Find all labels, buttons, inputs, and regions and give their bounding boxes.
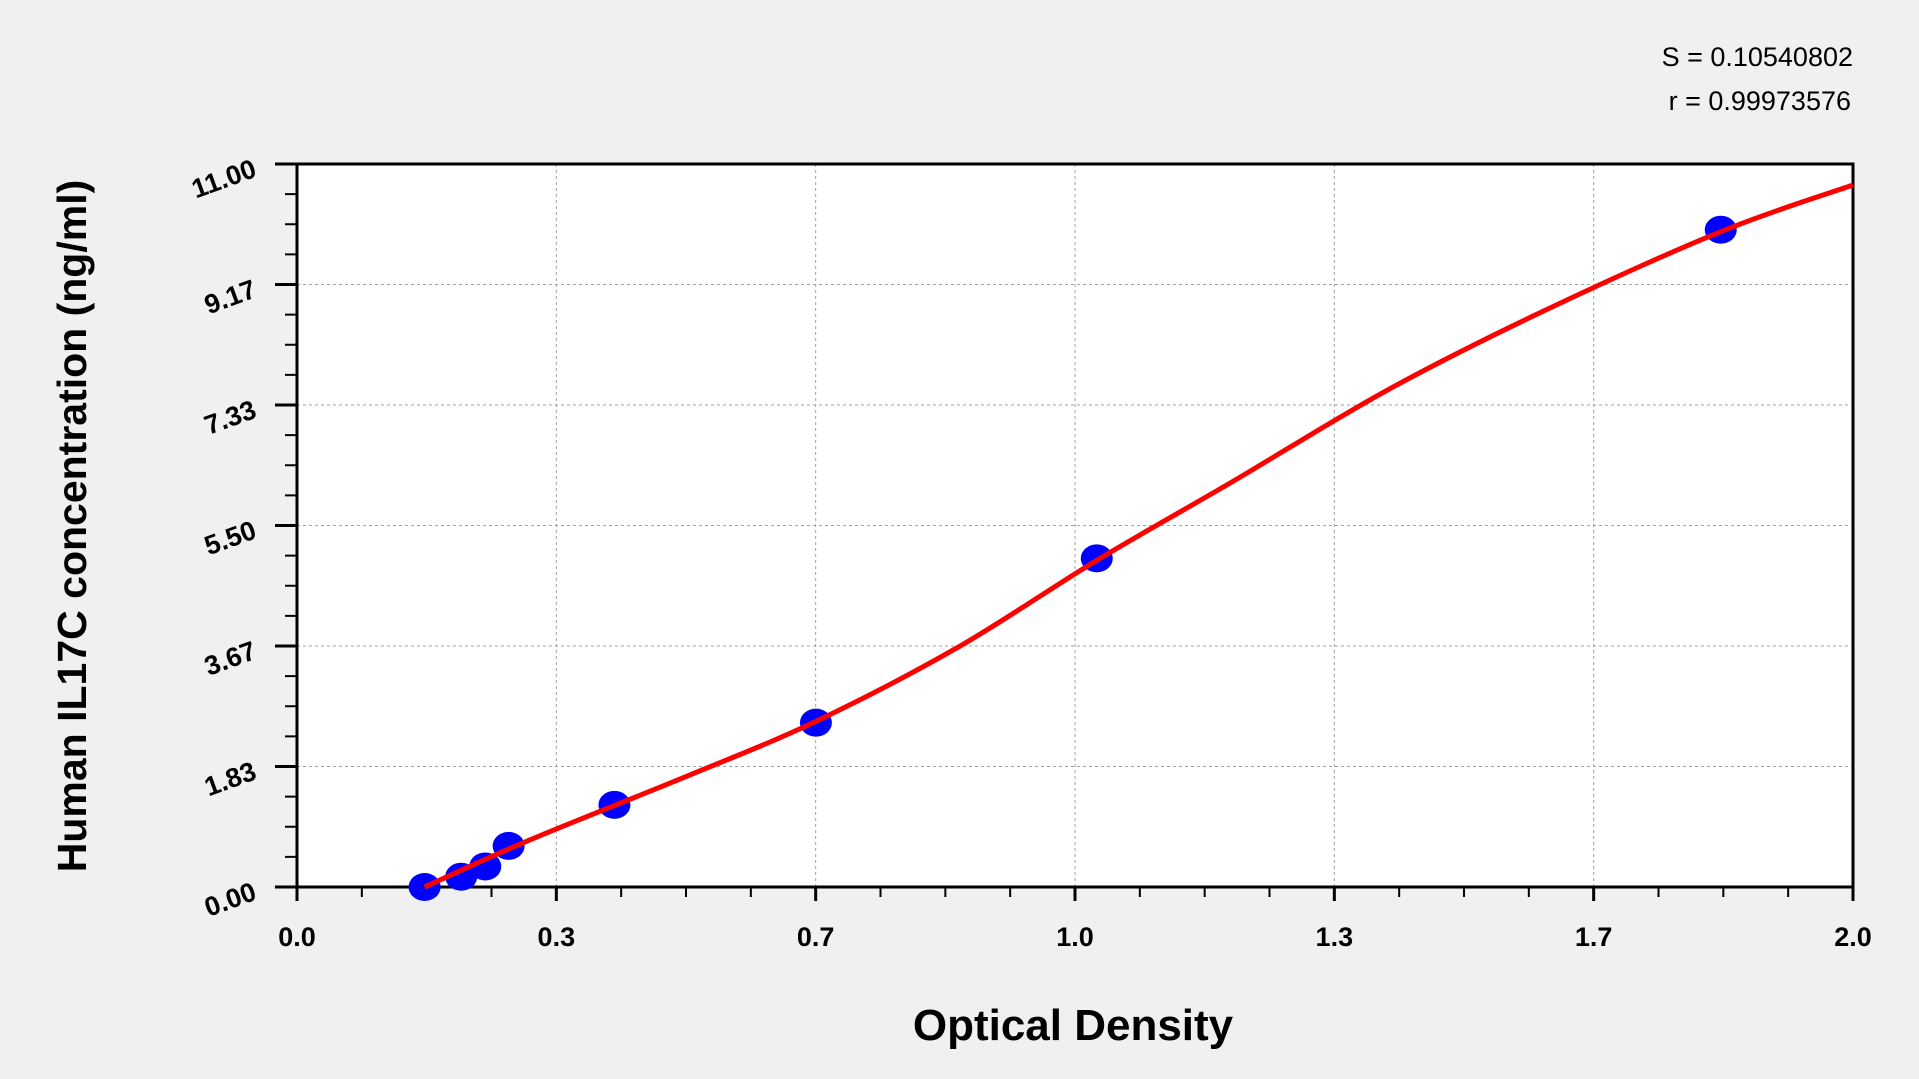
- x-tick-label: 1.0: [1056, 922, 1094, 952]
- data-point: [469, 852, 502, 881]
- y-tick-label: 7.33: [200, 394, 260, 440]
- x-tick-label: 0.7: [797, 922, 835, 952]
- x-tick-label: 0.3: [538, 922, 576, 952]
- stat-r: r = 0.99973576: [1669, 86, 1851, 116]
- x-tick-label: 1.7: [1575, 922, 1613, 952]
- y-tick-label: 1.83: [200, 756, 260, 802]
- grid: [297, 164, 1853, 887]
- x-axis-title: Optical Density: [913, 1001, 1234, 1050]
- x-tick-label: 2.0: [1834, 922, 1872, 952]
- y-axis-title: Human IL17C concentration (ng/ml): [49, 180, 95, 873]
- y-tick-labels: 0.00 1.83 3.67 5.50 7.33 9.17 11.00: [188, 153, 260, 922]
- x-tick-labels: 0.0 0.3 0.7 1.0 1.3 1.7 2.0: [278, 922, 1872, 952]
- y-tick-label: 5.50: [200, 515, 260, 561]
- x-tick-label: 0.0: [278, 922, 316, 952]
- data-point: [445, 862, 478, 891]
- y-tick-label: 0.00: [200, 876, 260, 922]
- fit-curve: [423, 182, 1854, 890]
- data-marks: [408, 182, 1854, 901]
- plot-frame: [295, 162, 1855, 889]
- y-tick-label: 3.67: [200, 635, 260, 681]
- y-tick-label: 11.00: [188, 153, 260, 204]
- stat-s: S = 0.10540802: [1662, 42, 1853, 72]
- x-tick-label: 1.3: [1316, 922, 1354, 952]
- y-tick-label: 9.17: [200, 274, 260, 320]
